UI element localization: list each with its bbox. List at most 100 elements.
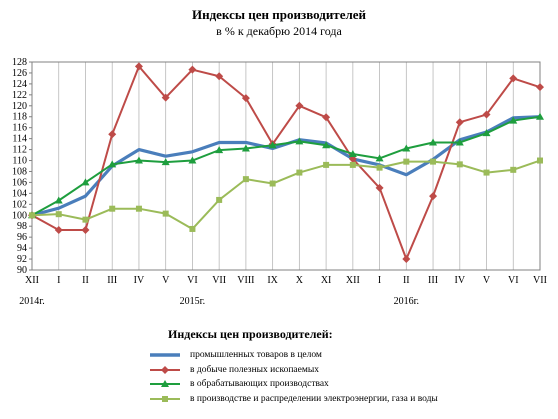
x-tick-label: II — [403, 275, 410, 286]
data-point — [429, 138, 438, 146]
x-tick-label: IV — [455, 275, 466, 286]
data-point — [375, 154, 384, 162]
data-point — [375, 183, 384, 192]
y-tick-label: 90 — [17, 265, 27, 276]
data-point — [402, 144, 411, 152]
legend-swatch — [150, 365, 180, 374]
plot-border — [31, 61, 541, 271]
data-point — [482, 110, 491, 119]
line-chart: 9092949698100102104106108110112114116118… — [12, 57, 547, 307]
legend-swatch — [150, 395, 180, 402]
year-label: 2015г. — [180, 296, 205, 307]
y-tick-label: 110 — [12, 156, 27, 167]
data-point — [162, 210, 169, 217]
y-tick-label: 120 — [12, 101, 27, 112]
y-tick-label: 118 — [12, 112, 27, 123]
data-point — [81, 226, 90, 235]
legend-swatch — [150, 353, 180, 357]
data-point — [323, 161, 330, 168]
data-point — [322, 113, 331, 122]
data-point — [215, 72, 224, 81]
data-point — [483, 169, 490, 176]
legend-label: в добыче полезных ископаемых — [190, 364, 320, 375]
x-tick-label: I — [378, 275, 381, 286]
y-tick-label: 96 — [17, 232, 27, 243]
chart-title: Индексы цен производителей — [191, 7, 367, 22]
x-tick-label: II — [82, 275, 89, 286]
data-point — [456, 161, 463, 168]
y-tick-label: 98 — [17, 221, 27, 232]
y-tick-label: 108 — [12, 166, 27, 177]
y-tick-label: 126 — [12, 68, 27, 79]
x-tick-label: VII — [212, 275, 226, 286]
y-tick-label: 128 — [12, 57, 27, 68]
y-tick-label: 102 — [12, 199, 27, 210]
data-point — [402, 255, 411, 264]
data-point — [295, 101, 304, 110]
data-point — [188, 65, 197, 74]
x-tick-label: III — [107, 275, 117, 286]
series-line-4 — [31, 159, 541, 230]
year-label: 2014г. — [19, 296, 44, 307]
data-point — [296, 169, 303, 176]
data-point — [189, 225, 196, 232]
data-point — [108, 160, 117, 168]
axis-labels: 9092949698100102104106108110112114116118… — [12, 57, 547, 307]
x-tick-label: III — [428, 275, 438, 286]
series-line-3 — [31, 115, 541, 217]
y-tick-label: 100 — [12, 210, 27, 221]
data-point — [482, 129, 491, 137]
data-point — [348, 149, 357, 157]
legend-label: в производстве и распределении электроэн… — [190, 393, 438, 404]
data-point — [536, 112, 544, 120]
legend-label: промышленных товаров в целом — [190, 350, 322, 360]
data-point — [215, 146, 224, 154]
data-point — [134, 156, 143, 164]
y-tick-label: 112 — [12, 145, 27, 156]
series-line-2 — [31, 65, 541, 261]
data-point — [455, 138, 464, 146]
data-point — [216, 196, 223, 203]
data-point — [349, 161, 356, 168]
data-point — [376, 164, 383, 171]
data-point — [430, 158, 437, 165]
data-point — [81, 178, 90, 186]
data-point — [509, 74, 518, 83]
data-point — [54, 196, 63, 204]
data-point — [188, 156, 197, 164]
data-point — [54, 226, 63, 235]
data-point — [429, 192, 438, 201]
data-point — [403, 158, 410, 165]
y-tick-label: 124 — [12, 79, 27, 90]
data-point — [241, 144, 250, 152]
data-point — [242, 176, 249, 183]
y-tick-label: 92 — [17, 254, 27, 265]
legend-swatch — [150, 380, 180, 387]
x-tick-label: XI — [321, 275, 332, 286]
x-tick-label: VI — [187, 275, 198, 286]
data-point — [295, 137, 304, 145]
x-tick-label: V — [483, 275, 491, 286]
data-point — [268, 141, 277, 149]
data-point — [537, 157, 543, 164]
data-point — [510, 166, 517, 173]
data-point — [509, 116, 518, 124]
data-point — [82, 216, 89, 223]
data-point — [536, 83, 544, 92]
data-point — [455, 118, 464, 127]
data-point — [109, 205, 116, 212]
data-point — [55, 211, 62, 218]
x-tick-label: VI — [508, 275, 519, 286]
y-tick-label: 106 — [12, 177, 27, 188]
data-point — [29, 212, 35, 219]
legend-label: в обрабатывающих производствах — [190, 379, 329, 389]
x-tick-label: VIII — [237, 275, 254, 286]
x-tick-label: XII — [346, 275, 360, 286]
year-label: 2016г. — [394, 296, 419, 307]
x-tick-label: IX — [267, 275, 278, 286]
data-point — [108, 130, 117, 139]
y-tick-label: 94 — [17, 243, 27, 254]
legend-title: Индексы цен производителей: — [168, 327, 333, 341]
data-point — [241, 94, 250, 103]
x-tick-label: VII — [533, 275, 547, 286]
